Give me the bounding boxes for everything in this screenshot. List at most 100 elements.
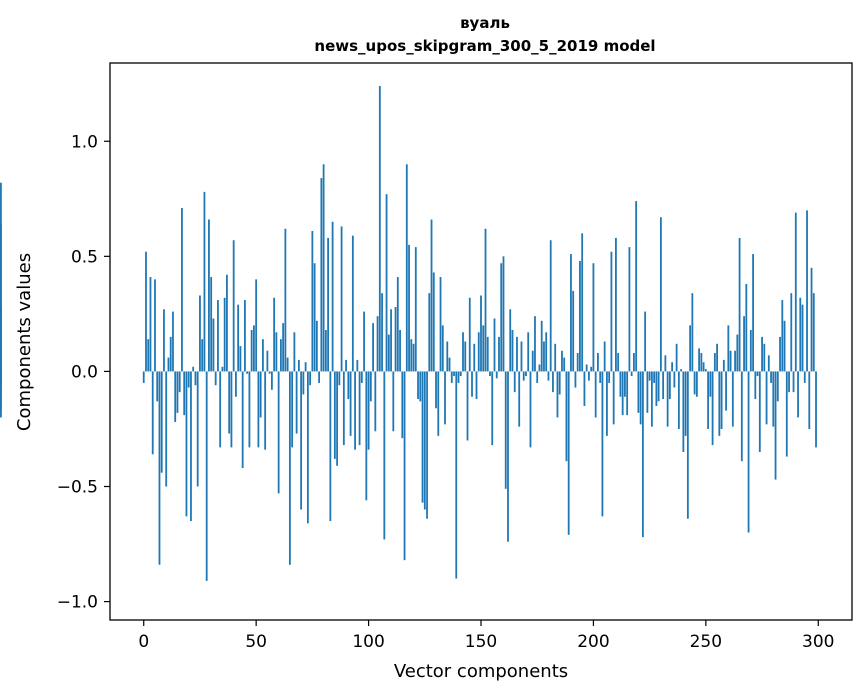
bar (527, 332, 530, 372)
bar (390, 309, 392, 372)
bar (599, 371, 602, 383)
bar (347, 371, 350, 400)
bar (385, 194, 388, 372)
bar (147, 339, 150, 372)
bar (615, 237, 617, 372)
bar (691, 293, 694, 372)
bar (338, 371, 341, 386)
bar (167, 357, 170, 372)
bar (801, 304, 804, 372)
bar (275, 332, 278, 372)
bar (228, 371, 231, 434)
bar (684, 371, 687, 436)
bar (666, 371, 669, 427)
x-tick-label: 150 (465, 632, 497, 652)
bar (556, 371, 559, 418)
bar (374, 371, 377, 432)
bar (396, 277, 399, 372)
bar (428, 293, 431, 372)
bar (588, 371, 590, 381)
bar (507, 371, 509, 542)
bar (567, 371, 570, 535)
bar (160, 371, 163, 473)
bar (219, 371, 222, 448)
bar (282, 323, 285, 372)
bar (603, 341, 606, 372)
bar (288, 371, 291, 565)
bar (815, 371, 817, 448)
bar (698, 348, 700, 372)
bar (446, 341, 449, 372)
bar (327, 237, 329, 372)
bar (635, 201, 638, 372)
bar (522, 371, 525, 381)
bar (244, 300, 246, 372)
bar (489, 371, 491, 377)
bar (403, 371, 406, 561)
bar (677, 371, 680, 429)
bar (644, 311, 647, 372)
bar (315, 320, 318, 372)
bar (262, 339, 264, 372)
bar (356, 359, 359, 372)
bar (172, 311, 174, 372)
bar (657, 371, 660, 402)
bar (372, 323, 374, 372)
bar (158, 371, 161, 565)
bar (597, 353, 599, 372)
y-axis-label: Components values (14, 253, 35, 431)
bar (181, 208, 183, 372)
bar (779, 336, 781, 372)
bar (329, 371, 332, 522)
bar (803, 371, 806, 383)
bar (378, 86, 381, 372)
bar (257, 371, 260, 448)
bar (675, 343, 678, 372)
bar (401, 371, 404, 439)
bar (758, 371, 761, 452)
bar (765, 371, 768, 425)
bar (302, 371, 305, 395)
bar (794, 212, 797, 372)
bar (590, 366, 593, 372)
bar (185, 371, 188, 517)
x-tick-label: 0 (138, 632, 149, 652)
bar (208, 219, 210, 372)
bar (426, 371, 428, 519)
bar (250, 329, 253, 372)
bar (154, 279, 156, 372)
bar (259, 371, 262, 418)
plot-area-frame (109, 62, 853, 621)
bar (561, 350, 563, 372)
bar (266, 350, 269, 372)
bar (430, 219, 433, 372)
bar (630, 371, 633, 377)
bar (709, 371, 712, 397)
bar (572, 290, 575, 372)
bar (293, 332, 296, 372)
bar (464, 341, 467, 372)
bar (633, 353, 635, 372)
bar (781, 300, 784, 372)
bar (502, 256, 505, 372)
bar (754, 371, 757, 400)
bar (432, 272, 435, 372)
bar (722, 359, 725, 372)
bar (552, 371, 554, 393)
bar (444, 371, 446, 425)
bar (783, 320, 786, 372)
bar (477, 332, 480, 372)
bar (284, 228, 287, 372)
bar (772, 371, 775, 427)
bar (500, 263, 503, 372)
bar (525, 371, 527, 377)
bars-group (0, 86, 817, 581)
bar (646, 371, 649, 413)
bar (311, 231, 314, 372)
bar (387, 334, 390, 372)
bar (297, 359, 300, 372)
bar (376, 316, 379, 372)
bar (747, 371, 750, 533)
bar (534, 316, 536, 372)
bar (543, 341, 545, 372)
